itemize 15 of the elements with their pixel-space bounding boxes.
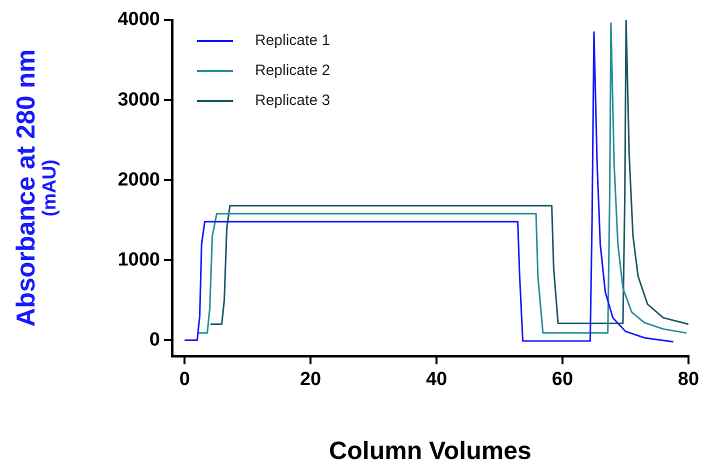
x-tick-label: 60	[552, 368, 574, 390]
y-tick-label: 0	[149, 329, 160, 350]
x-tick-label: 20	[300, 368, 322, 390]
x-tick-label: 0	[179, 368, 190, 390]
y-tick-label: 2000	[118, 169, 160, 190]
y-axis-title: Absorbance at 280 nm (mAU)	[10, 49, 61, 327]
x-tick-label: 40	[426, 368, 448, 390]
y-tick-label: 1000	[118, 249, 160, 270]
y-tick-label: 3000	[118, 89, 160, 110]
y-tick-label: 4000	[118, 9, 160, 30]
x-axis-title: Column Volumes	[329, 436, 532, 465]
legend-label: Replicate 3	[255, 92, 330, 110]
x-tick-label: 80	[678, 368, 700, 390]
legend-label: Replicate 2	[255, 62, 330, 80]
legend-label: Replicate 1	[255, 32, 330, 50]
